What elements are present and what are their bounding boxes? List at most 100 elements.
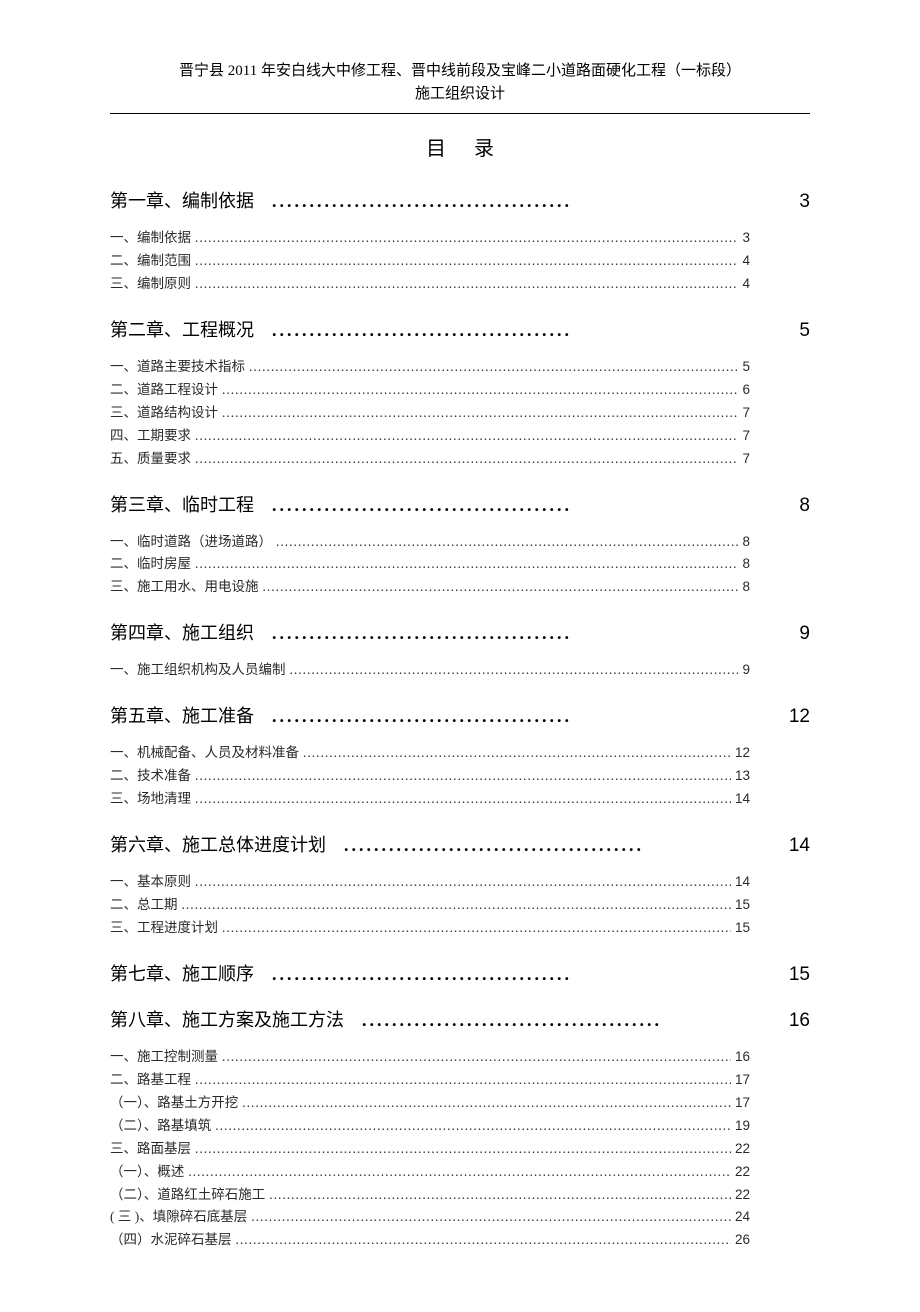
toc-entry: 一、临时道路（进场道路）............................… (110, 531, 810, 554)
entry-page-number: 17 (735, 1092, 810, 1115)
chapter-page-number: 5 (780, 320, 810, 342)
header-line1: 晋宁县 2011 年安白线大中修工程、晋中线前段及宝峰二小道路面硬化工程（一标段… (110, 60, 810, 83)
entry-leader-dots: ........................................… (195, 1069, 731, 1092)
entry-leader-dots: ........................................… (222, 402, 738, 425)
entry-title: （四）水泥碎石基层 (110, 1229, 232, 1252)
toc-entry: 二、临时房屋..................................… (110, 553, 810, 576)
entry-title: 二、道路工程设计 (110, 379, 218, 402)
entry-leader-dots: ........................................… (222, 379, 738, 402)
entry-leader-dots: ........................................… (269, 1184, 731, 1207)
entry-leader-dots: ........................................… (222, 1046, 731, 1069)
toc-entry: （二）、路基填筑................................… (110, 1115, 810, 1138)
entry-leader-dots: ........................................… (303, 742, 731, 765)
chapter-heading: 第五章、施工准备................................… (110, 702, 810, 728)
chapter-leader-dots: ........................................ (272, 495, 572, 516)
entry-page-number: 12 (735, 742, 810, 765)
entry-leader-dots: ........................................… (222, 917, 731, 940)
entry-page-number: 4 (742, 273, 810, 296)
chapter-page-number: 15 (780, 964, 810, 986)
entry-title: 二、技术准备 (110, 765, 191, 788)
entry-page-number: 6 (742, 379, 810, 402)
entry-page-number: 7 (742, 402, 810, 425)
entry-page-number: 19 (735, 1115, 810, 1138)
entry-leader-dots: ........................................… (195, 765, 731, 788)
entry-page-number: 9 (742, 659, 810, 682)
entry-page-number: 8 (742, 553, 810, 576)
toc-entry: （二）、道路红土碎石施工............................… (110, 1184, 810, 1207)
entry-title: （二）、路基填筑 (110, 1115, 211, 1138)
chapter-page-number: 3 (780, 191, 810, 213)
chapter-leader-dots: ........................................ (272, 623, 572, 644)
chapter-page-number: 16 (780, 1010, 810, 1032)
entry-title: 一、道路主要技术指标 (110, 356, 245, 379)
entry-title: 三、路面基层 (110, 1138, 191, 1161)
entry-page-number: 5 (742, 356, 810, 379)
entry-page-number: 14 (735, 871, 810, 894)
entry-title: 三、施工用水、用电设施 (110, 576, 259, 599)
entry-title: 二、总工期 (110, 894, 178, 917)
entry-title: 五、质量要求 (110, 448, 191, 471)
entry-title: 一、临时道路（进场道路） (110, 531, 272, 554)
entry-page-number: 22 (735, 1161, 810, 1184)
toc-entry: 二、编制范围..................................… (110, 250, 810, 273)
chapter-heading: 第七章、施工顺序................................… (110, 960, 810, 986)
entry-title: 三、场地清理 (110, 788, 191, 811)
toc-entry: 一、编制依据..................................… (110, 227, 810, 250)
chapter-title: 第五章、施工准备 (110, 702, 254, 728)
chapter-leader-dots: ........................................ (272, 191, 572, 212)
entry-page-number: 16 (735, 1046, 810, 1069)
entry-leader-dots: ........................................… (195, 788, 731, 811)
entry-title: 二、路基工程 (110, 1069, 191, 1092)
entry-title: 一、机械配备、人员及材料准备 (110, 742, 299, 765)
toc-entry: 二、路基工程..................................… (110, 1069, 810, 1092)
header-line2: 施工组织设计 (110, 83, 810, 106)
toc-entry: 一、基本原则..................................… (110, 871, 810, 894)
chapter-title: 第四章、施工组织 (110, 619, 254, 645)
entry-page-number: 4 (742, 250, 810, 273)
entry-title: 三、道路结构设计 (110, 402, 218, 425)
chapter-title: 第八章、施工方案及施工方法 (110, 1006, 344, 1032)
toc-entry: 五、质量要求..................................… (110, 448, 810, 471)
entry-title: （二）、道路红土碎石施工 (110, 1184, 265, 1207)
entry-title: 一、施工控制测量 (110, 1046, 218, 1069)
chapter-heading: 第三章、临时工程................................… (110, 491, 810, 517)
entry-title: （一）、概述 (110, 1161, 184, 1184)
chapter-page-number: 14 (780, 835, 810, 857)
entry-leader-dots: ........................................… (195, 227, 738, 250)
entry-page-number: 3 (742, 227, 810, 250)
chapter-page-number: 12 (780, 706, 810, 728)
entry-leader-dots: ........................................… (215, 1115, 731, 1138)
entry-title: 四、工期要求 (110, 425, 191, 448)
entry-leader-dots: ........................................… (236, 1229, 731, 1252)
chapter-page-number: 9 (780, 623, 810, 645)
entry-page-number: 24 (735, 1206, 810, 1229)
entry-page-number: 15 (735, 894, 810, 917)
toc-entry: ( 三 )、填隙碎石底基层...........................… (110, 1206, 810, 1229)
toc-entry: 三、工程进度计划................................… (110, 917, 810, 940)
table-of-contents: 第一章、编制依据................................… (110, 187, 810, 1252)
entry-leader-dots: ........................................… (195, 871, 731, 894)
toc-entry: 二、总工期...................................… (110, 894, 810, 917)
toc-entry: 一、施工控制测量................................… (110, 1046, 810, 1069)
entry-leader-dots: ........................................… (195, 273, 738, 296)
chapter-heading: 第二章、工程概况................................… (110, 316, 810, 342)
entry-leader-dots: ........................................… (251, 1206, 731, 1229)
entry-page-number: 22 (735, 1138, 810, 1161)
chapter-leader-dots: ........................................ (272, 320, 572, 341)
entry-leader-dots: ........................................… (242, 1092, 731, 1115)
entry-leader-dots: ........................................… (276, 531, 738, 554)
chapter-leader-dots: ........................................ (272, 706, 572, 727)
entry-leader-dots: ........................................… (195, 250, 738, 273)
entry-page-number: 22 (735, 1184, 810, 1207)
entry-page-number: 7 (742, 448, 810, 471)
entry-title: 三、编制原则 (110, 273, 191, 296)
chapter-title: 第一章、编制依据 (110, 187, 254, 213)
chapter-title: 第六章、施工总体进度计划 (110, 831, 326, 857)
entry-page-number: 13 (735, 765, 810, 788)
toc-entry: 一、道路主要技术指标..............................… (110, 356, 810, 379)
toc-entry: （一）、概述..................................… (110, 1161, 810, 1184)
entry-leader-dots: ........................................… (195, 448, 738, 471)
entry-page-number: 8 (742, 576, 810, 599)
chapter-heading: 第六章、施工总体进度计划............................… (110, 831, 810, 857)
document-header: 晋宁县 2011 年安白线大中修工程、晋中线前段及宝峰二小道路面硬化工程（一标段… (110, 60, 810, 114)
